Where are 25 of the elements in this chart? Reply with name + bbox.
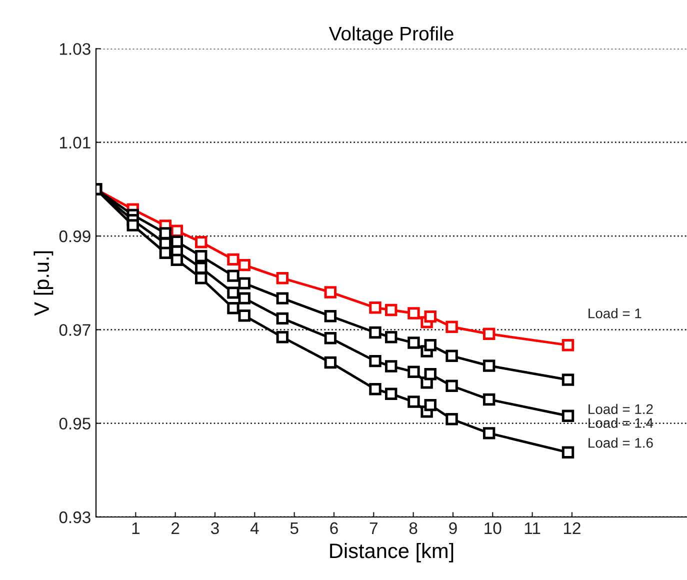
series-label: Load = 1	[588, 308, 642, 318]
x-axis-title: Distance [km]	[330, 542, 454, 562]
series-label: Load = 1.4	[588, 418, 654, 428]
y-tick-label: 1.01	[60, 136, 90, 149]
x-tick-label: 5	[290, 522, 298, 534]
x-tick-label: 9	[449, 522, 457, 534]
x-tick-label: 7	[370, 522, 378, 534]
y-tick-label: 0.97	[59, 324, 90, 336]
y-axis-title: V [p.u.]	[34, 251, 54, 316]
x-tick-label: 8	[409, 522, 418, 534]
y-tick-label: 0.99	[59, 230, 90, 242]
x-tick-label: 4	[250, 522, 259, 534]
chart-title: Voltage Profile	[328, 26, 454, 44]
x-tick-label: 2	[172, 522, 180, 534]
x-tick-label: 1	[132, 522, 140, 534]
x-tick-label: 10	[484, 522, 502, 534]
y-tick-label: 1.03	[60, 43, 90, 55]
series-label: Load = 1.6	[588, 438, 653, 448]
y-tick-label: 0.93	[59, 511, 90, 524]
y-tick-label: 0.95	[59, 418, 90, 430]
x-tick-label: 6	[330, 522, 338, 534]
series-label: Load = 1.2	[588, 404, 653, 414]
x-tick-label: 11	[524, 522, 540, 534]
x-tick-label: 12	[564, 522, 580, 534]
x-tick-label: 3	[210, 522, 219, 534]
